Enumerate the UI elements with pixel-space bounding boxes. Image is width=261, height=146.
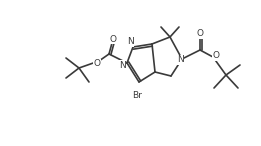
Text: O: O	[93, 60, 100, 68]
Text: O: O	[197, 29, 204, 39]
Text: Br: Br	[132, 91, 142, 100]
Text: N: N	[127, 38, 133, 46]
Text: O: O	[212, 52, 220, 60]
Text: O: O	[110, 34, 116, 44]
Text: N: N	[119, 60, 125, 69]
Text: N: N	[177, 55, 183, 65]
